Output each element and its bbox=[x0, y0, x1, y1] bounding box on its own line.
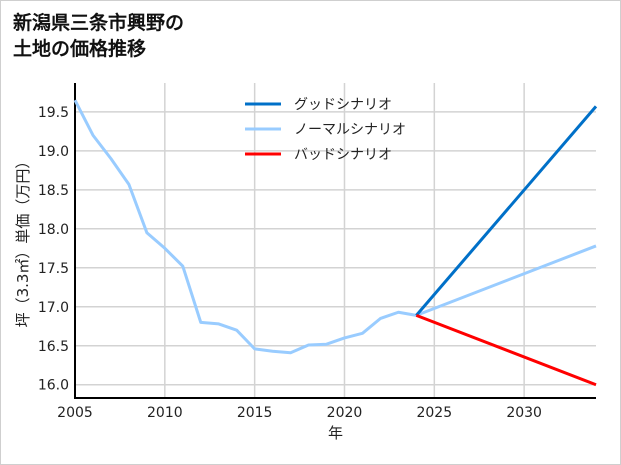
chart-title: 新潟県三条市興野の 土地の価格推移 bbox=[13, 10, 184, 62]
legend-label: バッドシナリオ bbox=[294, 147, 392, 163]
y-axis-label: 坪（3.3㎡）単価（万円） bbox=[14, 154, 32, 328]
y-tick-label: 19.0 bbox=[38, 144, 69, 160]
legend-label: ノーマルシナリオ bbox=[294, 122, 406, 138]
x-tick-label: 2015 bbox=[237, 405, 273, 421]
x-tick-label: 2005 bbox=[57, 405, 93, 421]
x-axis-label: 年 bbox=[328, 424, 343, 442]
y-tick-label: 19.5 bbox=[38, 105, 69, 121]
series-line-normal bbox=[73, 99, 597, 355]
y-tick-label: 17.5 bbox=[38, 261, 69, 277]
y-tick-label: 16.0 bbox=[38, 378, 69, 394]
x-tick-label: 2030 bbox=[506, 405, 542, 421]
series-line-bad bbox=[415, 313, 597, 387]
y-tick-label: 18.5 bbox=[38, 183, 69, 199]
chart-title-line-1: 新潟県三条市興野の bbox=[13, 12, 185, 34]
chart-title-line-2: 土地の価格推移 bbox=[13, 38, 147, 60]
series-line-good bbox=[415, 105, 598, 317]
legend-label: グッドシナリオ bbox=[294, 97, 392, 113]
x-tick-label: 2010 bbox=[147, 405, 183, 421]
y-tick-label: 16.5 bbox=[38, 339, 69, 355]
x-tick-label: 2020 bbox=[327, 405, 363, 421]
x-tick-label: 2025 bbox=[416, 405, 452, 421]
y-tick-label: 18.0 bbox=[38, 222, 69, 238]
y-tick-label: 17.0 bbox=[38, 300, 69, 316]
